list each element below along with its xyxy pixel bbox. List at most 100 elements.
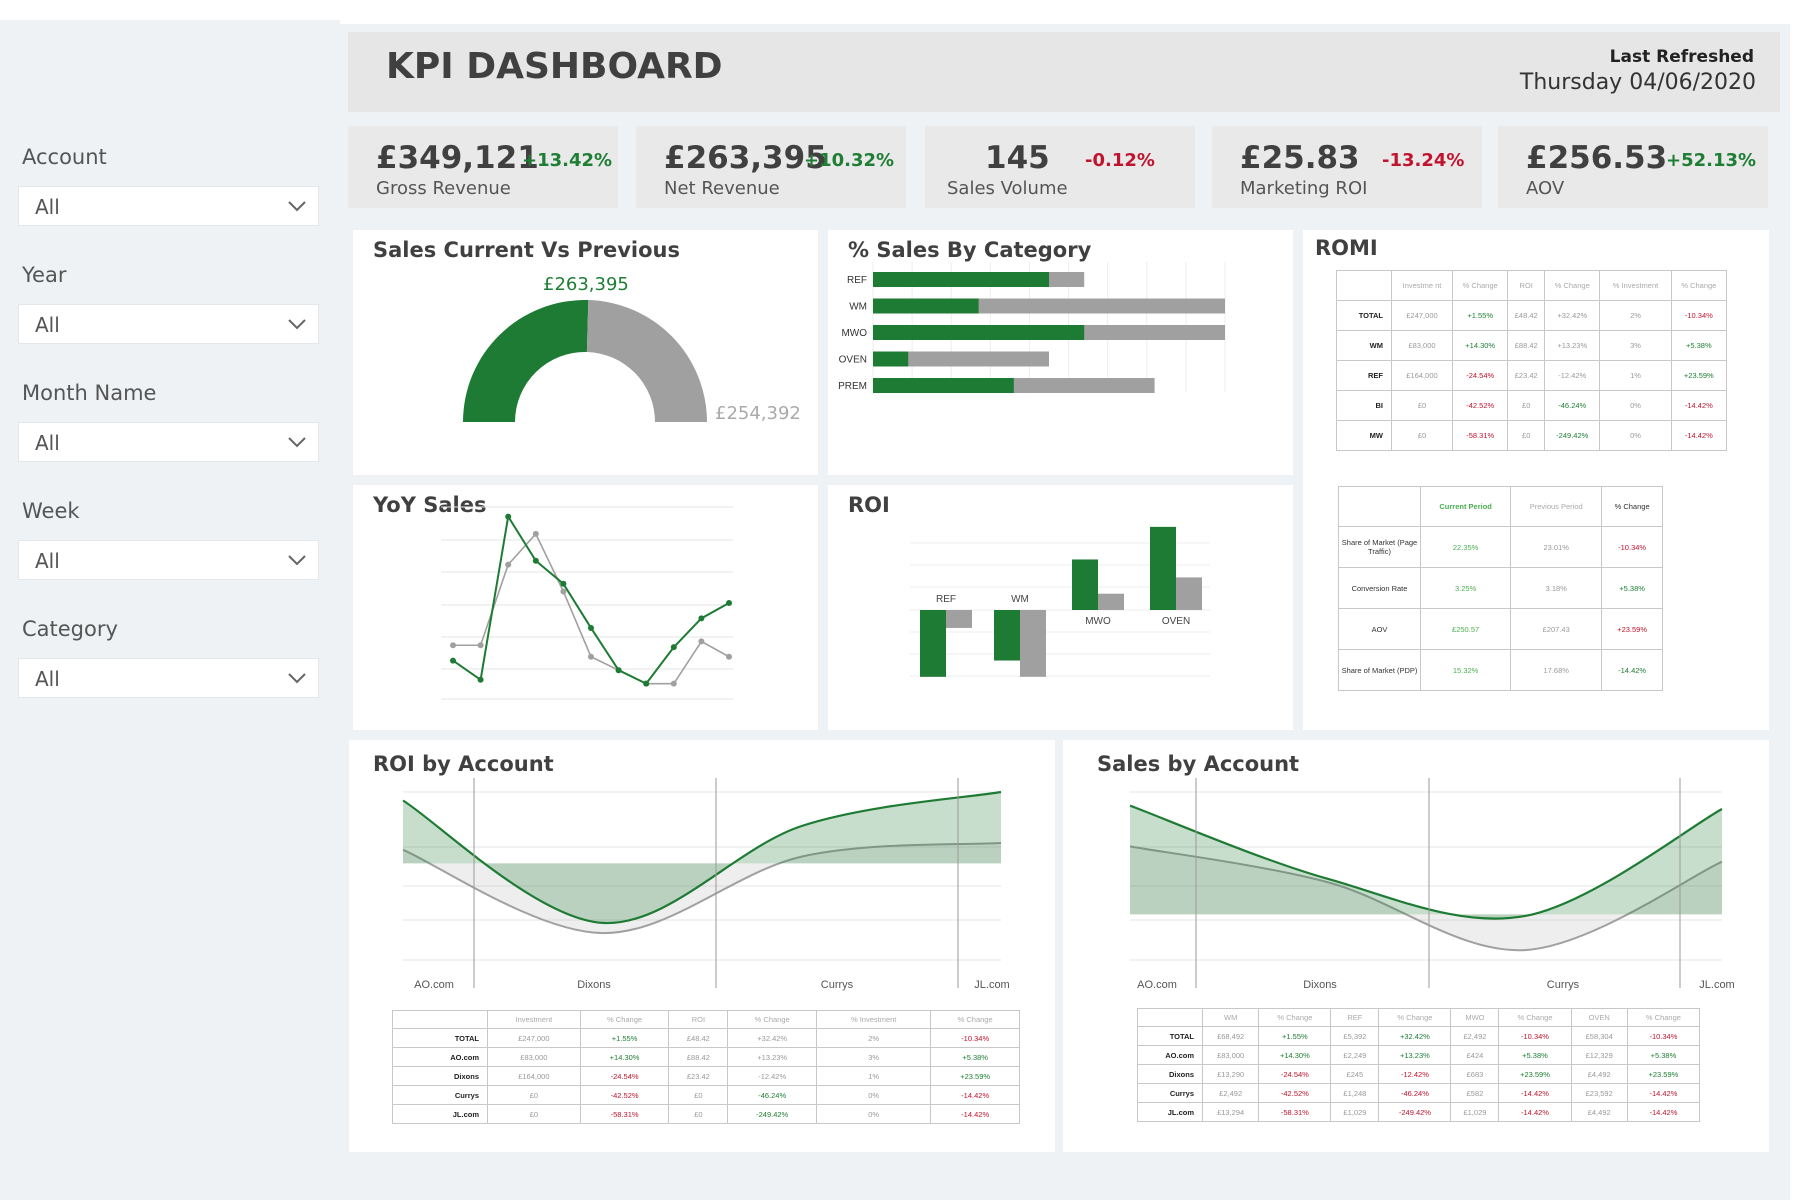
- year-slicer: Year All: [8, 248, 323, 366]
- cell: £13,290: [1201, 1064, 1260, 1084]
- cell: £164,000: [1390, 360, 1454, 391]
- yoy-sales-card: YoY Sales: [353, 485, 818, 730]
- cell: 3.18%: [1510, 567, 1603, 609]
- kpi-net-revenue[interactable]: £263,395 +10.32% Net Revenue: [636, 126, 906, 208]
- cell: +32.42%: [1378, 1026, 1452, 1046]
- cell: £83,000: [487, 1047, 581, 1067]
- period-comparison-table: Current Period Previous Period % Change …: [1338, 486, 1663, 691]
- category-value: All: [35, 667, 60, 691]
- dashboard-header: KPI DASHBOARD Last Refreshed Thursday 04…: [348, 32, 1780, 112]
- cell: -24.54%: [1258, 1064, 1332, 1084]
- year-dropdown[interactable]: All: [18, 304, 319, 344]
- cell: +1.55%: [1452, 300, 1509, 331]
- sales-current-vs-previous-card: Sales Current Vs Previous £263,395 £254,…: [353, 230, 818, 475]
- account-value: All: [35, 195, 60, 219]
- table-row: Dixons £164,000 -24.54% £23.42 -12.42% 1…: [392, 1066, 1020, 1086]
- kpi-marketing-roi[interactable]: £25.83 -13.24% Marketing ROI: [1212, 126, 1482, 208]
- cell: +23.59%: [1626, 1064, 1701, 1084]
- week-value: All: [35, 549, 60, 573]
- bar-current: [873, 272, 1049, 287]
- cell: £250.57: [1419, 608, 1512, 650]
- cell: -42.52%: [1258, 1083, 1332, 1103]
- cell: +13.23%: [1378, 1045, 1452, 1065]
- week-dropdown[interactable]: All: [18, 540, 319, 580]
- category-label: OVEN: [839, 355, 867, 366]
- kpi-sales-volume[interactable]: 145 -0.12% Sales Volume: [925, 126, 1195, 208]
- bar-current: [1072, 559, 1098, 610]
- row-label: AO.com: [1137, 1045, 1203, 1065]
- cell: £1,029: [1450, 1102, 1500, 1122]
- cell: +23.59%: [1601, 608, 1663, 650]
- table-header: [1336, 270, 1392, 301]
- cell: +1.55%: [1258, 1026, 1332, 1046]
- data-point: [532, 557, 539, 564]
- table-row: Currys £2,492 -42.52% £1,248 -46.24% £58…: [1137, 1083, 1701, 1103]
- kpi-value: £256.53: [1526, 140, 1668, 176]
- bar-previous: [1176, 577, 1202, 610]
- cell: £1,248: [1330, 1083, 1380, 1103]
- table-row: TOTAL £247,000 +1.55% £48.42 +32.42% 2% …: [1336, 300, 1728, 331]
- table-header: % Change: [1601, 486, 1663, 527]
- row-label: Dixons: [392, 1066, 488, 1086]
- axis-label: Currys: [1547, 979, 1580, 991]
- bar-current: [873, 325, 1085, 340]
- cell: +14.30%: [579, 1047, 670, 1067]
- cell: £48.42: [1507, 300, 1546, 331]
- chevron-down-icon: [288, 555, 306, 566]
- table-row: Currys £0 -42.52% £0 -46.24% 0% -14.42%: [392, 1085, 1020, 1105]
- account-dropdown[interactable]: All: [18, 186, 319, 226]
- top-strip: [340, 0, 1790, 24]
- cell: £1,029: [1330, 1102, 1380, 1122]
- cell: -249.42%: [1544, 420, 1601, 451]
- kpi-aov[interactable]: £256.53 +52.13% AOV: [1498, 126, 1768, 208]
- table-row: JL.com £13,294 -58.31% £1,029 -249.42% £…: [1137, 1102, 1701, 1122]
- table-header: Investment: [487, 1010, 581, 1029]
- bar-current: [873, 351, 909, 367]
- cell: £0: [1390, 390, 1454, 421]
- bar-current: [920, 610, 946, 677]
- table-row: TOTAL £247,000 +1.55% £48.42 +32.42% 2% …: [392, 1028, 1020, 1048]
- card-title: ROI by Account: [373, 752, 554, 776]
- cell: £247,000: [487, 1028, 581, 1048]
- cell: 1%: [816, 1066, 932, 1086]
- year-value: All: [35, 313, 60, 337]
- cell: £5,392: [1330, 1026, 1380, 1046]
- card-title: YoY Sales: [373, 493, 487, 517]
- cell: £0: [1507, 390, 1546, 421]
- axis-label: JL.com: [974, 979, 1009, 991]
- page-title: KPI DASHBOARD: [386, 46, 723, 87]
- roi-by-account-table: Investment % Change ROI % Change % Inves…: [392, 1010, 1020, 1124]
- cell: -42.52%: [1452, 390, 1509, 421]
- cell: £13,294: [1201, 1102, 1260, 1122]
- month-dropdown[interactable]: All: [18, 422, 319, 462]
- bar-previous: [1020, 610, 1046, 677]
- cell: +14.30%: [1452, 330, 1509, 361]
- month-label: Month Name: [22, 381, 157, 405]
- sales-by-account-area-chart: AO.com Dixons Currys JL.com: [1129, 778, 1735, 991]
- row-label: MW: [1336, 420, 1392, 451]
- roi-by-account-area-chart: AO.com Dixons Currys JL.com: [402, 778, 1010, 991]
- last-refreshed-date: Thursday 04/06/2020: [1519, 70, 1756, 95]
- cell: -10.34%: [930, 1028, 1020, 1048]
- cell: -14.42%: [930, 1104, 1020, 1124]
- last-refreshed-label: Last Refreshed: [1609, 47, 1754, 67]
- table-row: AO.com £83,000 +14.30% £2,249 +13.23% £4…: [1137, 1045, 1701, 1065]
- cell: £12,329: [1570, 1045, 1628, 1065]
- table-header: Investme nt: [1390, 270, 1454, 301]
- gauge-chart: [463, 300, 707, 422]
- kpi-gross-revenue[interactable]: £349,121 +13.42% Gross Revenue: [348, 126, 618, 208]
- data-point: [477, 676, 484, 683]
- card-title: ROI: [848, 493, 890, 517]
- data-point: [670, 680, 677, 687]
- table-row: MW £0 -58.31% £0 -249.42% 0% -14.42%: [1336, 420, 1728, 451]
- category-dropdown[interactable]: All: [18, 658, 319, 698]
- cell: £245: [1330, 1064, 1380, 1084]
- yoy-line-chart: [441, 506, 733, 700]
- cell: 3%: [816, 1047, 932, 1067]
- row-label: Share of Market (PDP): [1338, 649, 1421, 691]
- category-label: REF: [847, 275, 867, 286]
- table-row: TOTAL £68,492 +1.55% £5,392 +32.42% £2,4…: [1137, 1026, 1701, 1046]
- kpi-label: Gross Revenue: [376, 178, 511, 199]
- card-title: % Sales By Category: [848, 238, 1092, 262]
- bar-previous: [873, 351, 1049, 367]
